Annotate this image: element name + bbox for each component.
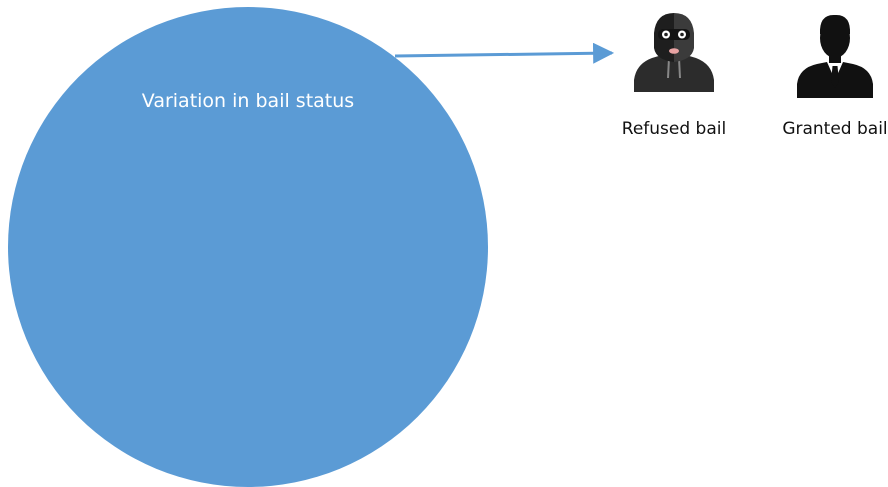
refused-bail-label: Refused bail bbox=[621, 119, 727, 139]
outcome-arrow bbox=[394, 42, 615, 64]
circle-label: Variation in bail status bbox=[142, 90, 354, 112]
businessman-silhouette-icon bbox=[797, 14, 873, 98]
masked-burglar-icon bbox=[634, 13, 714, 92]
granted-bail-label: Granted bail bbox=[782, 119, 888, 139]
bail-status-circle bbox=[8, 7, 488, 487]
